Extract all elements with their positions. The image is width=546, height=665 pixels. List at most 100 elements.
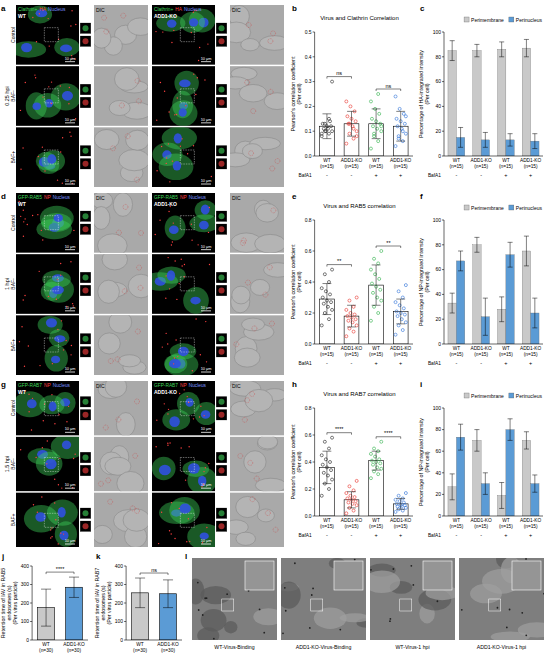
dic-label: DIC <box>232 7 241 13</box>
virus-dot <box>166 157 167 158</box>
column-label: WT <box>18 13 26 19</box>
y-tick-label: 0.0 <box>305 341 312 347</box>
dic-content <box>230 381 284 422</box>
y-label-text: (Per cell) <box>296 451 302 472</box>
y-label-line: Retention time of IAV in RAB5 <box>0 568 6 639</box>
scale-label: 10 μm <box>201 57 212 61</box>
y-label-text: (Per cell) <box>424 451 430 472</box>
data-point <box>354 500 357 503</box>
y-tick <box>313 220 315 221</box>
virus-dot <box>188 402 189 403</box>
bafa1-sign: + <box>374 360 377 366</box>
inset <box>80 36 91 47</box>
channel-label: Nucleus <box>189 195 207 200</box>
y-tick <box>124 566 126 567</box>
fluor-image <box>152 437 215 491</box>
panel-letter: j <box>1 552 4 561</box>
zoom-box <box>180 457 194 471</box>
zoom-box <box>44 28 58 42</box>
virus-dot <box>50 537 51 538</box>
category-line: WT <box>372 158 380 163</box>
error-bar <box>499 297 504 322</box>
virus-dot <box>207 43 208 44</box>
category-line: ADD1-KO <box>390 346 412 351</box>
virus-dot <box>185 105 186 106</box>
bar <box>522 48 530 156</box>
dic-mark <box>242 417 247 422</box>
category-label: WT(n=15) <box>449 518 463 529</box>
category-label: WT(n=15) <box>449 346 463 357</box>
virus-dot <box>50 529 51 530</box>
data-point <box>369 100 372 103</box>
category-line: (n=15) <box>524 352 538 357</box>
y-tick-label: 0.8 <box>305 217 312 223</box>
virus-dot <box>164 403 165 404</box>
error-bar <box>41 589 51 626</box>
category-label: ADD1-KO(n=15) <box>390 346 412 357</box>
y-label: Percentage of NP-integrated intensity <box>418 238 424 326</box>
virus-dot <box>184 264 185 265</box>
dic-mark <box>245 280 250 285</box>
inset <box>80 396 91 407</box>
dic-mark <box>251 109 256 114</box>
bafa1-sign: - <box>351 172 353 178</box>
virus-dot <box>155 446 156 447</box>
fluor-content <box>152 127 212 182</box>
inset <box>216 84 227 95</box>
virus-dot <box>206 361 207 362</box>
bar <box>473 440 481 516</box>
y-tick-label: 100 <box>115 618 124 624</box>
bafa1-sign: - <box>351 532 353 538</box>
y-label-line: Retention time of IAV in RAB7 <box>94 568 100 639</box>
category-line: (n=15) <box>449 164 463 169</box>
y-tick <box>442 220 444 221</box>
category-line: ADD1-KO <box>157 642 179 647</box>
em-particle <box>389 618 391 620</box>
sig-bracket <box>376 437 401 439</box>
virus-dot <box>38 271 39 272</box>
dic-cell <box>94 525 112 543</box>
inset-signal <box>83 336 89 342</box>
virus-dot <box>22 147 23 148</box>
virus-dot <box>209 207 210 208</box>
category-line: (n=15) <box>449 524 463 529</box>
virus-dot <box>27 224 28 225</box>
virus-dot <box>168 111 169 112</box>
inset-signal <box>219 412 225 418</box>
bafa1-sign: - <box>480 532 482 538</box>
y-label: (Per cell) <box>424 83 430 104</box>
virus-dot <box>62 182 63 183</box>
em-zoom-box <box>222 599 234 611</box>
virus-dot <box>171 502 172 503</box>
y-label: Pearson's correlation coefficient <box>290 56 296 131</box>
channel-label: GFP-RAB5 <box>154 195 178 200</box>
error-bar <box>483 473 488 495</box>
dic-mark <box>116 417 121 422</box>
virus-dot <box>48 86 49 87</box>
dic-cell <box>250 279 269 295</box>
y-label-line: (Per cell) <box>424 83 430 104</box>
data-point <box>369 268 372 271</box>
legend-swatch <box>509 17 514 22</box>
channel-label: Nucleus <box>53 195 71 200</box>
data-point <box>323 312 326 315</box>
panel-letter: b <box>292 4 297 13</box>
em-content <box>192 561 277 640</box>
data-point <box>377 140 380 143</box>
data-point <box>345 335 348 338</box>
data-point <box>327 318 330 321</box>
sig-label: ** <box>337 258 342 264</box>
chart-title: Virus and Clathrin Correlation <box>320 15 399 21</box>
dic-mark <box>246 23 251 28</box>
y-label: (Per virus particle) <box>12 581 18 624</box>
category-line: (n=30) <box>39 648 53 653</box>
dic-mark <box>238 453 243 458</box>
virus-dot <box>181 265 182 266</box>
dic-mark <box>249 151 254 156</box>
inset-signal <box>219 213 225 219</box>
em-structure <box>192 578 204 604</box>
dic-cell <box>123 509 148 531</box>
column-label: ADD1-KO <box>154 389 177 395</box>
fluor-content <box>152 442 215 491</box>
inset <box>80 452 91 463</box>
